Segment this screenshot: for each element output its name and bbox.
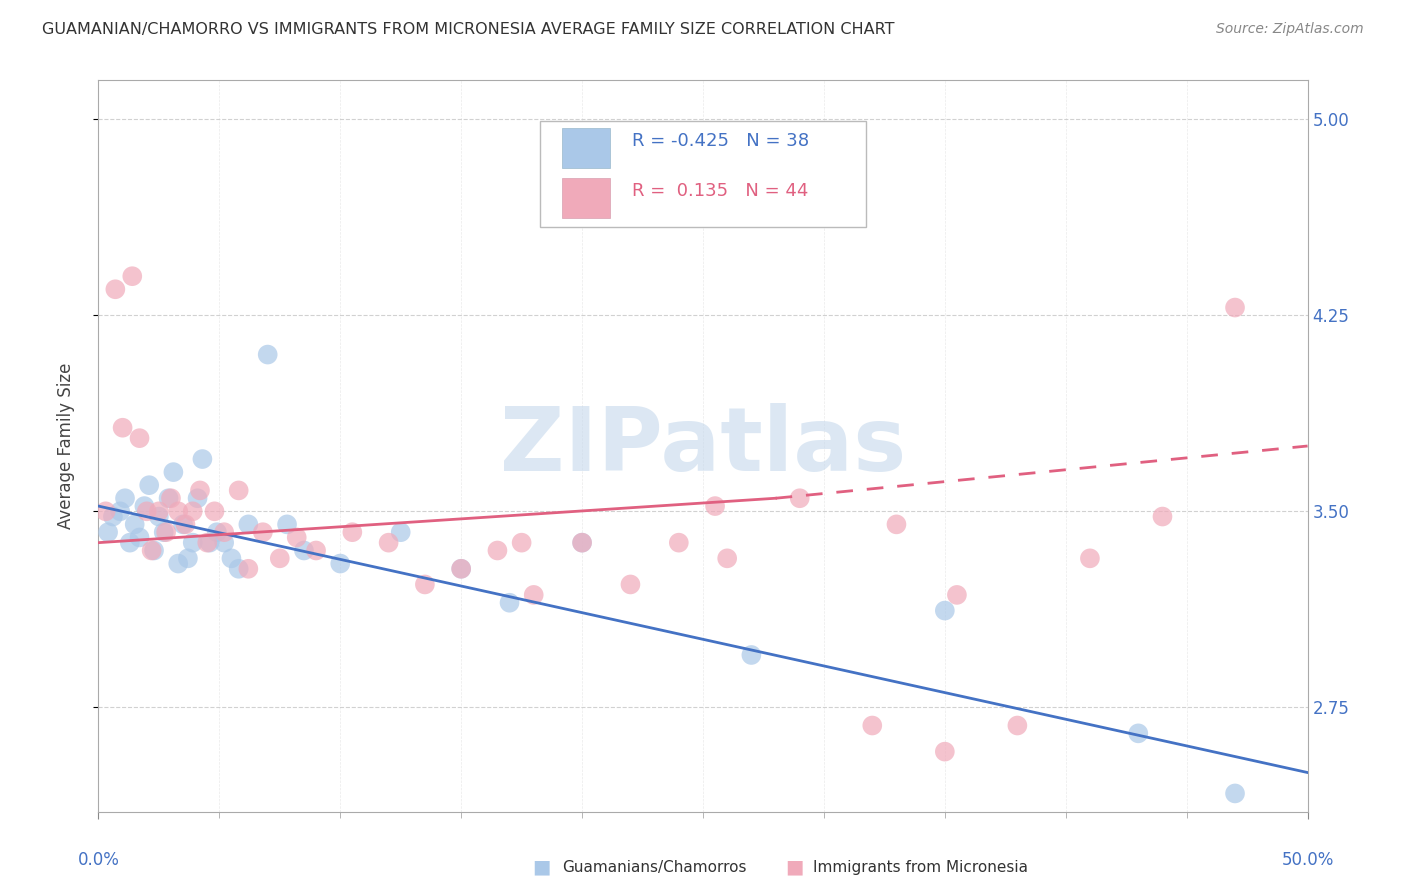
Text: ZIPatlas: ZIPatlas — [501, 402, 905, 490]
Y-axis label: Average Family Size: Average Family Size — [56, 363, 75, 529]
Point — [94, 504, 117, 518]
Point — [1007, 718, 1029, 732]
Point — [329, 557, 352, 571]
Point — [167, 504, 190, 518]
Point — [148, 504, 170, 518]
FancyBboxPatch shape — [540, 120, 866, 227]
Text: ■: ■ — [531, 857, 551, 877]
Point — [1128, 726, 1150, 740]
Point — [228, 562, 250, 576]
Point — [292, 543, 315, 558]
Point — [177, 551, 200, 566]
Point — [389, 525, 412, 540]
Point — [121, 269, 143, 284]
Point — [1152, 509, 1174, 524]
Point — [486, 543, 509, 558]
Point — [187, 491, 209, 506]
Point — [148, 509, 170, 524]
Point — [143, 543, 166, 558]
Point — [155, 525, 177, 540]
Point — [181, 504, 204, 518]
Point — [342, 525, 364, 540]
Point — [204, 504, 226, 518]
Text: 0.0%: 0.0% — [77, 851, 120, 869]
Point — [124, 517, 146, 532]
Point — [704, 499, 727, 513]
Point — [101, 509, 124, 524]
Point — [934, 745, 956, 759]
Text: 50.0%: 50.0% — [1281, 851, 1334, 869]
Point — [195, 535, 218, 549]
Point — [450, 562, 472, 576]
Point — [886, 517, 908, 532]
Point — [1078, 551, 1101, 566]
Text: Guamanians/Chamorros: Guamanians/Chamorros — [562, 860, 747, 874]
Point — [128, 530, 150, 544]
Point — [128, 431, 150, 445]
Point — [285, 530, 308, 544]
Point — [1223, 301, 1246, 315]
Point — [212, 535, 235, 549]
Point — [172, 517, 194, 532]
Point — [181, 535, 204, 549]
Point — [167, 557, 190, 571]
Point — [162, 465, 184, 479]
Point — [510, 535, 533, 549]
Point — [114, 491, 136, 506]
Point — [134, 499, 156, 513]
Point — [498, 596, 520, 610]
Point — [191, 452, 214, 467]
Point — [716, 551, 738, 566]
Point — [276, 517, 298, 532]
Point — [523, 588, 546, 602]
FancyBboxPatch shape — [561, 178, 610, 218]
FancyBboxPatch shape — [561, 128, 610, 168]
Text: R =  0.135   N = 44: R = 0.135 N = 44 — [631, 182, 808, 200]
Point — [152, 525, 174, 540]
Point — [413, 577, 436, 591]
Point — [789, 491, 811, 506]
Point — [1223, 787, 1246, 801]
Point — [135, 504, 157, 518]
Point — [269, 551, 291, 566]
Point — [97, 525, 120, 540]
Point — [571, 535, 593, 549]
Point — [212, 525, 235, 540]
Point — [450, 562, 472, 576]
Point — [221, 551, 243, 566]
Point — [138, 478, 160, 492]
Point — [157, 491, 180, 506]
Point — [860, 718, 883, 732]
Point — [108, 504, 131, 518]
Point — [377, 535, 399, 549]
Point — [571, 535, 593, 549]
Point — [668, 535, 690, 549]
Point — [946, 588, 969, 602]
Text: Source: ZipAtlas.com: Source: ZipAtlas.com — [1216, 22, 1364, 37]
Point — [174, 517, 197, 532]
Point — [198, 535, 221, 549]
Point — [111, 421, 134, 435]
Point — [160, 491, 183, 506]
Text: GUAMANIAN/CHAMORRO VS IMMIGRANTS FROM MICRONESIA AVERAGE FAMILY SIZE CORRELATION: GUAMANIAN/CHAMORRO VS IMMIGRANTS FROM MI… — [42, 22, 894, 37]
Point — [188, 483, 211, 498]
Point — [619, 577, 641, 591]
Point — [256, 348, 278, 362]
Text: ■: ■ — [785, 857, 804, 877]
Point — [141, 543, 163, 558]
Point — [228, 483, 250, 498]
Point — [118, 535, 141, 549]
Point — [934, 603, 956, 617]
Text: R = -0.425   N = 38: R = -0.425 N = 38 — [631, 132, 808, 150]
Point — [104, 282, 127, 296]
Point — [205, 525, 228, 540]
Point — [252, 525, 274, 540]
Point — [305, 543, 328, 558]
Point — [238, 562, 260, 576]
Text: Immigrants from Micronesia: Immigrants from Micronesia — [813, 860, 1028, 874]
Point — [238, 517, 260, 532]
Point — [740, 648, 762, 662]
